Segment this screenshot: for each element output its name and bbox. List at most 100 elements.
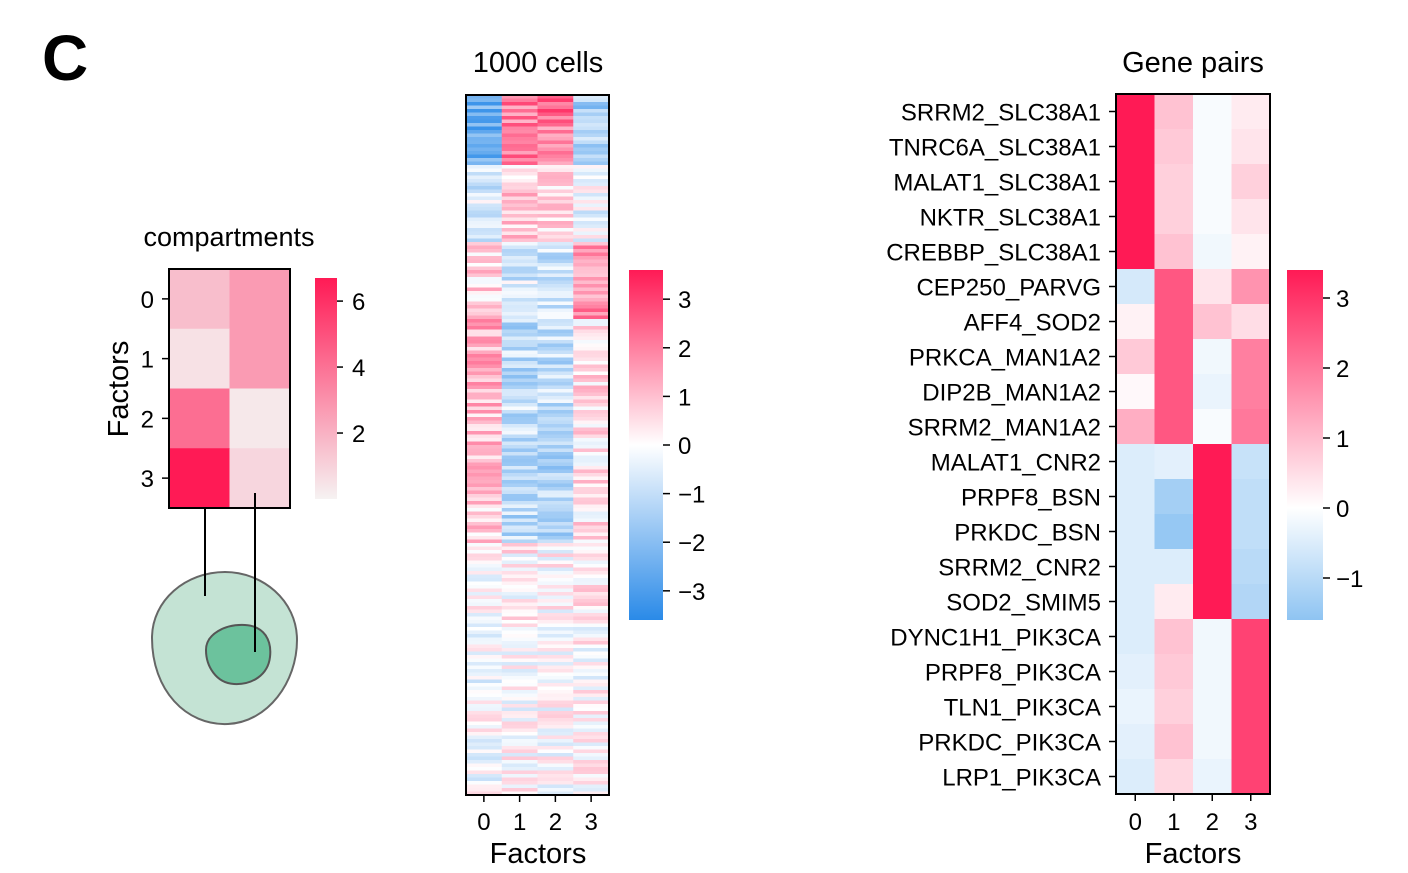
cells-cell xyxy=(501,399,538,404)
cells-cell xyxy=(537,550,574,554)
cells-cell xyxy=(537,613,574,617)
gene-pairs-cell xyxy=(1116,409,1155,445)
cells-cell xyxy=(501,445,538,449)
cells-cell xyxy=(466,574,503,579)
cells-cell xyxy=(537,760,574,764)
cells-cell xyxy=(573,683,610,687)
gene-pairs-colorbar-label: 3 xyxy=(1336,286,1349,313)
cells-cell xyxy=(501,238,538,243)
cells-cell xyxy=(501,98,538,103)
cells-cell xyxy=(466,735,503,740)
cells-cell xyxy=(537,448,574,453)
cells-cell xyxy=(537,693,574,698)
cells-cell xyxy=(466,329,503,334)
cells-cell xyxy=(501,319,538,323)
cells-cell xyxy=(537,522,574,526)
gene-pairs-ytick-label: PRPF8_PIK3CA xyxy=(925,660,1101,687)
cells-cell xyxy=(501,368,538,372)
gene-pairs-cell xyxy=(1231,269,1271,305)
cells-cell xyxy=(501,179,538,183)
cells-cell xyxy=(537,343,574,348)
cells-cell xyxy=(537,606,574,610)
cells-cell xyxy=(537,770,574,775)
cells-cell xyxy=(573,350,610,355)
cells-cell xyxy=(573,679,610,684)
cells-cell xyxy=(466,102,503,106)
cells-cell xyxy=(501,207,538,211)
cells-cell xyxy=(466,508,503,512)
cells-cell xyxy=(573,438,610,442)
cells-cell xyxy=(573,389,610,393)
cells-cell xyxy=(466,473,503,477)
cells-cell xyxy=(537,620,574,624)
cells-cell xyxy=(537,518,574,523)
cells-cell xyxy=(466,627,503,631)
cells-cell xyxy=(537,112,574,117)
gene-pairs-ytick-label: MALAT1_CNR2 xyxy=(931,450,1101,477)
cells-cell xyxy=(573,522,610,526)
cells-cell xyxy=(501,515,538,519)
gene-pairs-cell xyxy=(1231,654,1271,690)
cells-cell xyxy=(537,483,574,488)
cells-cell xyxy=(573,364,610,369)
cells-cell xyxy=(466,399,503,404)
cells-cell xyxy=(466,620,503,624)
cells-cell xyxy=(573,105,610,110)
cells-cell xyxy=(537,126,574,131)
cells-cell xyxy=(466,445,503,449)
cells-cell xyxy=(537,228,574,232)
cells-cell xyxy=(466,186,503,190)
cells-cell xyxy=(501,196,538,201)
cells-cell xyxy=(537,445,574,449)
gene-pairs-cell xyxy=(1154,409,1194,445)
cells-cell xyxy=(537,399,574,404)
gene-pairs-ytick-label: LRP1_PIK3CA xyxy=(942,765,1101,792)
cells-cell xyxy=(573,490,610,495)
cells-colorbar-label: 1 xyxy=(678,384,691,411)
cells-cell xyxy=(537,774,574,778)
cells-cell xyxy=(466,119,503,124)
cells-cell xyxy=(537,256,574,260)
cells-cell xyxy=(573,270,610,274)
compartments-title: compartments xyxy=(143,222,314,252)
cells-cell xyxy=(466,406,503,411)
cells-cell xyxy=(537,375,574,379)
cells-cell xyxy=(501,95,538,99)
cells-cell xyxy=(466,347,503,351)
cells-cell xyxy=(501,147,538,152)
compartments-cell xyxy=(229,448,291,509)
cells-cell xyxy=(573,669,610,673)
cells-cell xyxy=(501,774,538,778)
cells-cell xyxy=(573,354,610,358)
cells-cell xyxy=(537,767,574,771)
cells-cell xyxy=(537,287,574,292)
cells-cell xyxy=(466,690,503,694)
cells-cell xyxy=(537,690,574,694)
gene-pairs-ytick-label: PRPF8_BSN xyxy=(961,485,1101,512)
cells-cell xyxy=(466,725,503,729)
cells-cell xyxy=(537,116,574,120)
cells-cell xyxy=(501,249,538,253)
cells-cell xyxy=(466,686,503,691)
cells-cell xyxy=(573,735,610,740)
cells-cell xyxy=(573,403,610,407)
cells-cell xyxy=(573,707,610,712)
cells-cell xyxy=(573,634,610,638)
gene-pairs-cell xyxy=(1116,759,1155,795)
cells-cell xyxy=(537,753,574,757)
gene-pairs-cell xyxy=(1116,199,1155,235)
cells-cell xyxy=(573,168,610,173)
cells-cell xyxy=(466,700,503,705)
cells-cell xyxy=(537,214,574,218)
cells-cell xyxy=(466,238,503,243)
cells-cell xyxy=(537,504,574,509)
cells-cell xyxy=(537,238,574,243)
gene-pairs-cell xyxy=(1154,339,1194,375)
cells-cell xyxy=(466,319,503,323)
cells-cell xyxy=(501,375,538,379)
gene-pairs-ytick-label: SRRM2_CNR2 xyxy=(938,555,1101,582)
cells-cell xyxy=(573,102,610,106)
cells-cell xyxy=(501,256,538,260)
cells-cell xyxy=(537,105,574,110)
cells-cell xyxy=(573,665,610,670)
